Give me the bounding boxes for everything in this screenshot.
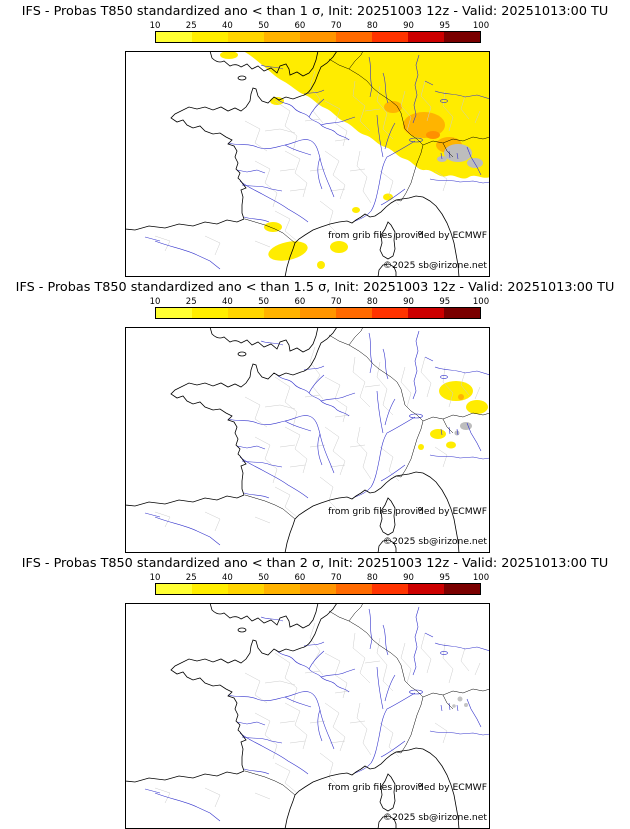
colorbar-tick: 100 — [472, 21, 490, 31]
probability-shading — [418, 381, 488, 450]
colorbar-tick: 25 — [185, 21, 197, 31]
colorbar-tick: 70 — [330, 297, 342, 307]
map-credit: from grib files provided by ECMWF — [328, 506, 487, 517]
panel-title: IFS - Probas T850 standardized ano < tha… — [21, 4, 609, 19]
colorbar-segment — [156, 308, 192, 318]
map-credit: from grib files provided by ECMWF — [328, 782, 487, 793]
colorbar-bar — [155, 307, 481, 319]
panel-sigma-1: IFS - Probas T850 standardized ano < tha… — [0, 0, 630, 277]
colorbar-segment — [372, 308, 408, 318]
colorbar-bar — [155, 31, 481, 43]
colorbar-tick: 40 — [222, 573, 233, 583]
colorbar-ticks: 10 25 40 50 60 70 80 90 95 100 — [150, 573, 490, 583]
probability-shading — [452, 696, 468, 708]
colorbar-tick: 100 — [472, 297, 490, 307]
map-sigma-2: from grib files provided by ECMWF ©2025 … — [125, 603, 490, 829]
map-copyright: ©2025 sb@irizone.net — [383, 260, 487, 271]
colorbar-segment — [444, 584, 480, 594]
colorbar-tick: 50 — [258, 21, 270, 31]
map-copyright: ©2025 sb@irizone.net — [383, 812, 487, 823]
colorbar-segment — [264, 308, 300, 318]
colorbar-tick: 80 — [366, 297, 378, 307]
colorbar-tick: 95 — [439, 573, 451, 583]
colorbar-tick: 70 — [330, 21, 342, 31]
colorbar-tick: 10 — [149, 573, 161, 583]
colorbar-tick: 90 — [403, 21, 414, 31]
colorbar-tick: 80 — [366, 573, 378, 583]
colorbar-segment — [228, 32, 264, 42]
colorbar-segment — [444, 308, 480, 318]
map-frame — [125, 603, 490, 829]
colorbar-segment — [156, 32, 192, 42]
colorbar-tick: 50 — [258, 573, 270, 583]
colorbar: 10 25 40 50 60 70 80 90 95 100 — [150, 21, 490, 43]
panel-sigma-2: IFS - Probas T850 standardized ano < tha… — [0, 552, 630, 829]
map-copyright: ©2025 sb@irizone.net — [383, 536, 487, 547]
colorbar-segment — [228, 584, 264, 594]
colorbar-segment — [264, 584, 300, 594]
colorbar-segment — [372, 32, 408, 42]
colorbar-segment — [264, 32, 300, 42]
colorbar-segment — [228, 308, 264, 318]
colorbar-segment — [300, 308, 336, 318]
colorbar-tick: 95 — [439, 21, 451, 31]
colorbar-tick: 25 — [185, 297, 197, 307]
colorbar-segment — [408, 32, 444, 42]
colorbar-tick: 90 — [403, 297, 414, 307]
basemap-use — [125, 603, 490, 829]
colorbar-tick: 100 — [472, 573, 490, 583]
colorbar: 10 25 40 50 60 70 80 90 95 100 — [150, 297, 490, 319]
panel-sigma-1-5: IFS - Probas T850 standardized ano < tha… — [0, 276, 630, 553]
panel-title: IFS - Probas T850 standardized ano < tha… — [15, 280, 615, 295]
colorbar-tick: 90 — [403, 573, 414, 583]
colorbar-segment — [408, 308, 444, 318]
colorbar-segment — [300, 584, 336, 594]
colorbar-segment — [192, 32, 228, 42]
colorbar-tick: 80 — [366, 21, 378, 31]
colorbar-segment — [300, 32, 336, 42]
colorbar-segment — [336, 308, 372, 318]
colorbar-tick: 60 — [294, 573, 306, 583]
colorbar-ticks: 10 25 40 50 60 70 80 90 95 100 — [150, 297, 490, 307]
colorbar-ticks: 10 25 40 50 60 70 80 90 95 100 — [150, 21, 490, 31]
colorbar-tick: 50 — [258, 297, 270, 307]
colorbar-tick: 40 — [222, 21, 233, 31]
colorbar-tick: 70 — [330, 573, 342, 583]
colorbar-tick: 95 — [439, 297, 451, 307]
map-sigma-1: from grib files provided by ECMWF ©2025 … — [125, 51, 490, 277]
colorbar-segment — [408, 584, 444, 594]
panel-title: IFS - Probas T850 standardized ano < tha… — [21, 556, 609, 571]
colorbar-segment — [192, 584, 228, 594]
colorbar-tick: 25 — [185, 573, 197, 583]
basemap-use — [125, 327, 490, 553]
colorbar-segment — [372, 584, 408, 594]
colorbar: 10 25 40 50 60 70 80 90 95 100 — [150, 573, 490, 595]
map-credit: from grib files provided by ECMWF — [328, 230, 487, 241]
colorbar-segment — [336, 32, 372, 42]
colorbar-tick: 40 — [222, 297, 233, 307]
colorbar-tick: 10 — [149, 21, 161, 31]
map-frame — [125, 51, 490, 277]
map-sigma-1-5: from grib files provided by ECMWF ©2025 … — [125, 327, 490, 553]
colorbar-tick: 60 — [294, 297, 306, 307]
colorbar-bar — [155, 583, 481, 595]
colorbar-tick: 60 — [294, 21, 306, 31]
colorbar-tick: 10 — [149, 297, 161, 307]
colorbar-segment — [336, 584, 372, 594]
map-frame — [125, 327, 490, 553]
colorbar-segment — [156, 584, 192, 594]
colorbar-segment — [192, 308, 228, 318]
colorbar-segment — [444, 32, 480, 42]
